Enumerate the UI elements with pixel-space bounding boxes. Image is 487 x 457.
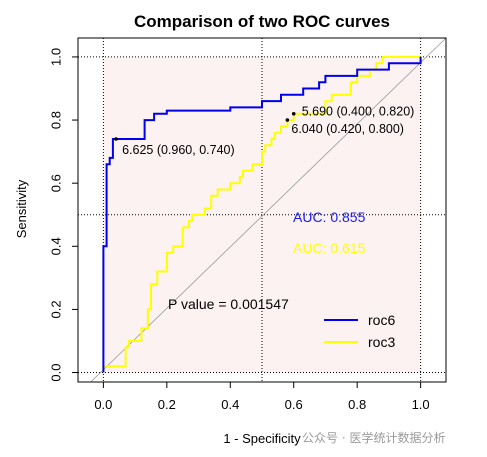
y-tick-label: 0.0 (49, 363, 64, 381)
p-value-label: P value = 0.001547 (168, 296, 289, 312)
chance-diagonal-line (90, 37, 447, 383)
legend-label-roc3: roc3 (368, 334, 395, 350)
y-tick-label: 0.6 (49, 174, 64, 192)
legend: roc6 roc3 (324, 312, 395, 350)
threshold-point (285, 118, 290, 122)
auc-roc3-label: AUC: 0.615 (293, 240, 366, 256)
chart-title: Comparison of two ROC curves (134, 12, 390, 31)
legend-label-roc6: roc6 (368, 312, 395, 328)
x-tick-label: 0.0 (94, 397, 112, 412)
threshold-label: 6.625 (0.960, 0.740) (122, 143, 235, 157)
x-tick-label: 0.8 (348, 397, 366, 412)
threshold-label: 6.040 (0.420, 0.800) (291, 122, 404, 136)
auc-roc6-label: AUC: 0.855 (293, 209, 366, 225)
y-tick-label: 1.0 (49, 48, 64, 66)
watermark-text: 公众号 · 医学统计数据分析 (302, 430, 445, 445)
x-axis-label: 1 - Specificity (223, 431, 301, 446)
roc-curve-roc3 (102, 55, 421, 373)
plot-frame (77, 37, 447, 383)
x-tick-label: 0.6 (285, 397, 303, 412)
y-tick-label: 0.2 (49, 300, 64, 318)
x-tick-label: 1.0 (412, 397, 430, 412)
y-tick-label: 0.4 (49, 237, 64, 255)
threshold-label: 5.690 (0.400, 0.820) (302, 105, 415, 119)
roc-curve-roc6 (102, 56, 422, 373)
plot-area: 0.0 0.2 0.4 0.6 0.8 1.0 0.0 0.2 0.4 0.6 0.8 1.0 6.62… (49, 37, 447, 412)
x-tick-label: 0.4 (221, 397, 239, 412)
y-tick-label: 0.8 (49, 111, 64, 129)
threshold-point (114, 137, 118, 141)
threshold-point (291, 111, 296, 116)
x-tick-label: 0.2 (158, 397, 176, 412)
y-axis-label: Sensitivity (14, 179, 29, 238)
